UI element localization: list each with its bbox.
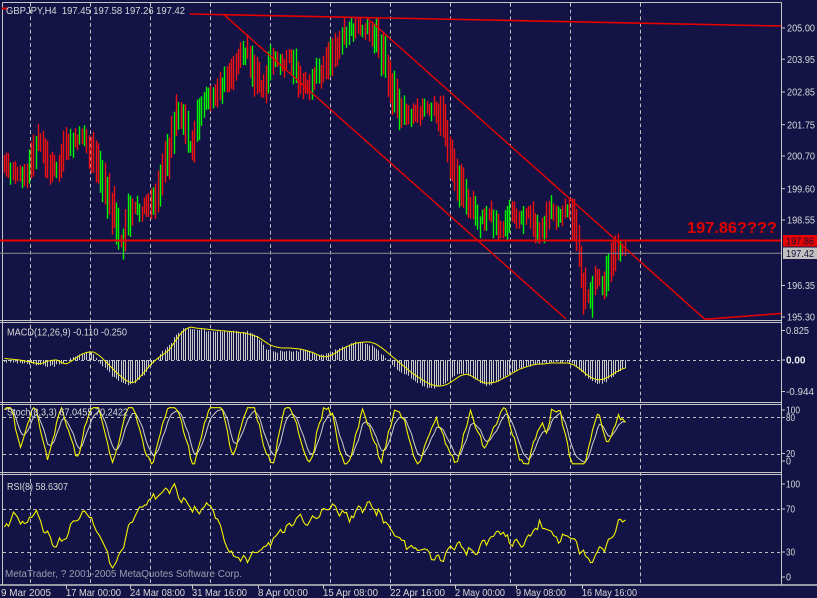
svg-text:100: 100 (786, 406, 800, 417)
svg-text:197.86????: 197.86???? (687, 220, 777, 237)
svg-text:15 Apr 08:00: 15 Apr 08:00 (323, 588, 378, 598)
svg-text:RSI(8) 58.6307: RSI(8) 58.6307 (7, 482, 68, 493)
svg-text:31 Mar 16:00: 31 Mar 16:00 (192, 588, 247, 598)
svg-text:100: 100 (786, 480, 800, 491)
svg-text:9 May 08:00: 9 May 08:00 (516, 588, 566, 598)
svg-text:17 Mar 00:00: 17 Mar 00:00 (66, 588, 121, 598)
svg-text:198.55: 198.55 (787, 216, 815, 227)
svg-text:22 Apr 16:00: 22 Apr 16:00 (390, 588, 445, 598)
svg-text:24 Mar 08:00: 24 Mar 08:00 (130, 588, 185, 598)
svg-text:MACD(12,26,9) -0.110 -0.250: MACD(12,26,9) -0.110 -0.250 (7, 328, 127, 339)
svg-text:0.00: 0.00 (786, 356, 806, 367)
svg-text:70: 70 (786, 505, 795, 516)
svg-text:197.86: 197.86 (786, 236, 814, 247)
svg-text:80: 80 (786, 413, 795, 424)
svg-text:8 Apr 00:00: 8 Apr 00:00 (258, 588, 308, 598)
svg-text:20: 20 (786, 449, 795, 460)
svg-text:195.30: 195.30 (787, 313, 815, 324)
svg-text:0: 0 (786, 573, 791, 584)
svg-text:202.85: 202.85 (787, 88, 815, 99)
svg-text:203.95: 203.95 (787, 55, 815, 66)
svg-text:MetaTrader, ? 2001-2005 MetaQu: MetaTrader, ? 2001-2005 MetaQuotes Softw… (5, 569, 242, 580)
svg-text:GBPJPY,H4 197.45 197.58 197.2: GBPJPY,H4 197.45 197.58 197.26 197.42 (6, 5, 185, 17)
svg-text:205.00: 205.00 (787, 24, 815, 35)
svg-text:200.70: 200.70 (787, 152, 815, 163)
svg-text:197.42: 197.42 (786, 249, 814, 260)
svg-text:0.825: 0.825 (786, 326, 809, 337)
svg-text:196.35: 196.35 (787, 281, 815, 292)
svg-text:2 May 00:00: 2 May 00:00 (455, 588, 505, 598)
svg-text:-0.944: -0.944 (786, 387, 814, 398)
svg-text:16 May 16:00: 16 May 16:00 (582, 588, 637, 598)
svg-text:0: 0 (786, 457, 791, 468)
svg-text:9 Mar 2005: 9 Mar 2005 (1, 588, 51, 598)
svg-text:199.60: 199.60 (787, 184, 815, 195)
svg-text:201.75: 201.75 (787, 120, 815, 131)
svg-text:Stoch(8,3,3) 67.0455 70.2422: Stoch(8,3,3) 67.0455 70.2422 (7, 408, 128, 419)
svg-text:30: 30 (786, 548, 795, 559)
